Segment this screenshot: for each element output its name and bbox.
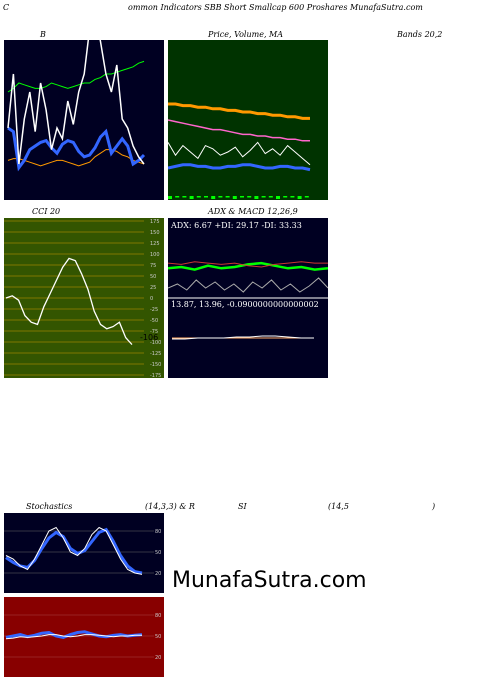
cci-tick-label: -25: [150, 307, 158, 313]
volume-bar: [168, 196, 172, 199]
volume-bar: [204, 196, 208, 198]
rsi-signal-line: [5, 634, 142, 640]
rsi-line: [5, 630, 143, 639]
bollinger-lower-band: [7, 149, 145, 167]
cci-last-value: -106: [140, 333, 159, 342]
stochastics-tick-label: 20: [155, 571, 161, 577]
cci-line: [5, 257, 133, 346]
price-ma-long: [168, 102, 310, 120]
cci-tick-label: 100: [150, 252, 160, 258]
bollinger-upper-band: [7, 60, 145, 93]
volume-bar: [240, 196, 244, 198]
cci-tick-label: -75: [150, 329, 158, 335]
price-ma-short: [168, 163, 311, 172]
cci-panel: 175 150 125 100 75 50 25 0 -25 -50 -75 -100 -125 -150…: [4, 218, 164, 378]
cci-tick-label: 125: [150, 241, 160, 247]
adx-chart: [168, 218, 328, 378]
chart-title: ommon Indicators SBB Short Smallcap 600 …: [128, 3, 423, 12]
stochastics-tick-label: 50: [155, 550, 161, 556]
cci-tick-label: -175: [150, 373, 161, 378]
adx-plus-di-line: [168, 261, 328, 271]
price-chart: [168, 40, 328, 200]
header-left: C: [3, 3, 10, 12]
bands-label: Bands 20,2: [397, 30, 443, 39]
rsi-tick-label: 80: [155, 613, 161, 619]
cci-tick-label: 150: [150, 230, 160, 236]
price-close-line: [168, 141, 311, 166]
volume-bar: [211, 196, 216, 199]
bollinger-price-line: [7, 40, 145, 165]
volume-bar: [276, 196, 280, 199]
adx-line: [168, 277, 328, 293]
cci-tick-label: 25: [150, 285, 156, 291]
volume-bar: [189, 196, 194, 199]
cci-tick-label: -50: [150, 318, 158, 324]
bollinger-label: B: [40, 30, 46, 39]
adx-minus-di-line: [168, 261, 328, 268]
volume-bar: [175, 196, 180, 198]
bollinger-chart: [4, 40, 164, 200]
rsi-tick-label: 20: [155, 655, 161, 661]
cci-tick-label: 175: [150, 219, 160, 225]
rsi-tick-label: 50: [155, 634, 161, 640]
bollinger-panel: [4, 40, 164, 200]
brand-watermark: MunafaSutra.com: [172, 568, 367, 593]
rsi-params: (14,5: [328, 502, 349, 511]
price-ma-mid: [168, 119, 310, 142]
macd-signal-line: [172, 335, 314, 340]
rsi-chart: 80 50 20: [4, 597, 164, 677]
cci-tick-label: -150: [150, 362, 161, 368]
cci-tick-label: 50: [150, 274, 156, 280]
cci-label: CCI 20: [32, 207, 61, 216]
stochastics-chart: 80 50 20: [4, 513, 164, 593]
volume-bar: [247, 196, 252, 198]
stochastics-panel: 80 50 20: [4, 513, 164, 593]
rsi-label: SI: [238, 502, 247, 511]
price-label: Price, Volume, MA: [208, 30, 284, 39]
volume-bar: [290, 196, 295, 198]
volume-bar: [232, 196, 237, 199]
stochastics-params: (14,3,3) & R: [145, 502, 195, 511]
volume-bar: [225, 196, 230, 198]
cci-tick-label: -100: [150, 340, 161, 346]
volume-bar: [304, 196, 309, 198]
cci-tick-label: 75: [150, 263, 156, 269]
stochastics-bg: [4, 513, 164, 593]
adx-label: ADX & MACD 12,26,9: [208, 207, 298, 216]
stochastics-k-line: [5, 526, 143, 575]
volume-bar: [182, 196, 187, 198]
volume-bar: [261, 196, 266, 198]
volume-bar: [283, 196, 288, 198]
volume-bar: [268, 196, 273, 198]
close-paren: ): [432, 502, 436, 511]
macd-values: 13.87, 13.96, -0.0900000000000002: [171, 300, 319, 309]
stochastics-d-line: [5, 527, 143, 575]
cci-tick-label: -125: [150, 351, 161, 357]
bollinger-middle-band: [7, 126, 146, 172]
price-bg: [168, 40, 328, 200]
volume-bar: [297, 196, 302, 199]
rsi-panel: 80 50 20: [4, 597, 164, 677]
adx-panel: [168, 218, 328, 378]
bollinger-bg: [4, 40, 164, 200]
volume-bar: [254, 196, 259, 199]
cci-tick-label: 0: [150, 296, 153, 302]
volume-bar: [196, 196, 201, 198]
volume-bar: [218, 196, 223, 198]
adx-values: ADX: 6.67 +DI: 29.17 -DI: 33.33: [171, 221, 302, 230]
stochastics-label: Stochastics: [26, 502, 73, 511]
cci-chart: 175 150 125 100 75 50 25 0 -25 -50 -75 -100 -125 -150…: [4, 218, 164, 378]
stochastics-tick-label: 80: [155, 529, 161, 535]
price-panel: [168, 40, 328, 200]
